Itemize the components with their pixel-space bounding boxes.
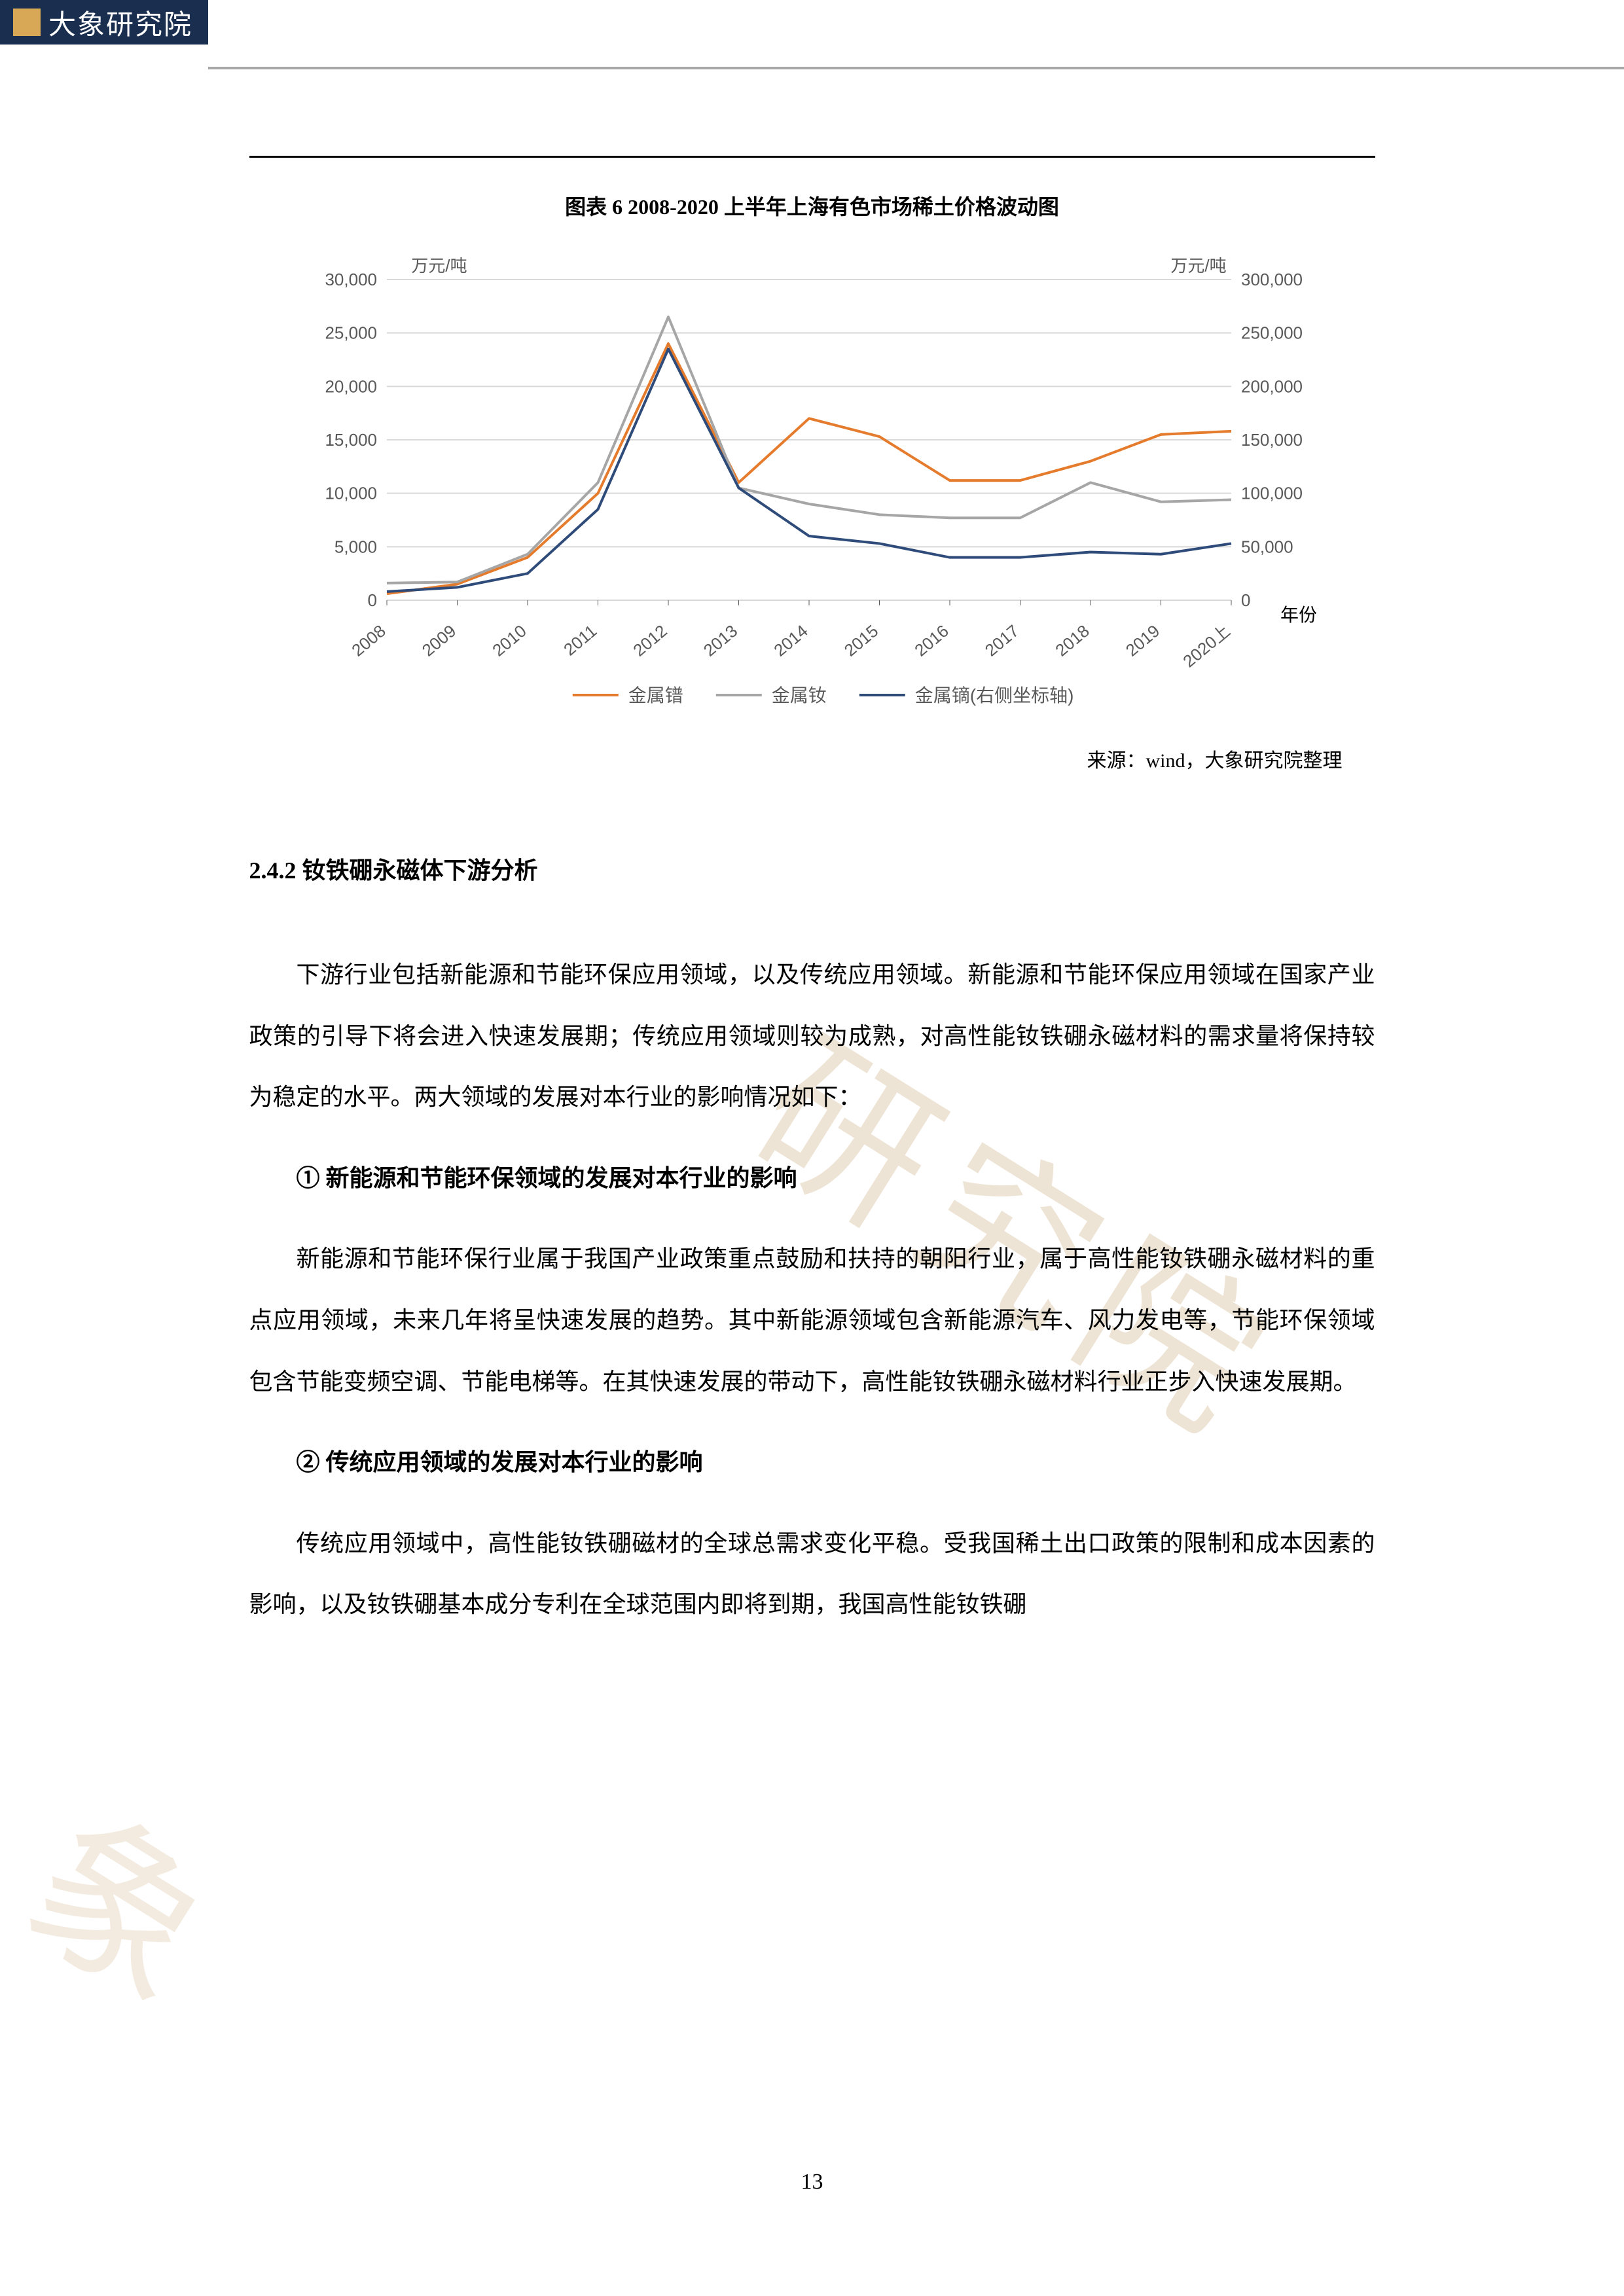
brand-name: 大象研究院 — [48, 3, 192, 43]
svg-text:金属镝(右侧坐标轴): 金属镝(右侧坐标轴) — [914, 685, 1074, 706]
svg-text:2018: 2018 — [1051, 621, 1093, 660]
section-heading: 2.4.2 钕铁硼永磁体下游分析 — [249, 852, 1375, 886]
svg-text:2016: 2016 — [911, 621, 952, 660]
svg-text:0: 0 — [1241, 590, 1250, 610]
svg-text:2012: 2012 — [629, 621, 671, 660]
page-body: 图表 6 2008-2020 上半年上海有色市场稀土价格波动图 0 0 5,000 5… — [249, 156, 1375, 1636]
paragraph: 传统应用领域中，高性能钕铁硼磁材的全球总需求变化平稳。受我国稀土出口政策的限制和… — [249, 1513, 1375, 1636]
svg-text:300,000: 300,000 — [1241, 270, 1303, 289]
top-rule — [249, 156, 1375, 158]
page-number: 13 — [0, 2170, 1624, 2195]
svg-text:30,000: 30,000 — [325, 270, 377, 289]
svg-text:5,000: 5,000 — [334, 537, 376, 556]
chart-source: 来源：wind，大象研究院整理 — [249, 744, 1375, 773]
brand-block: 大象研究院 — [0, 0, 208, 45]
paragraph: 新能源和节能环保行业属于我国产业政策重点鼓励和扶持的朝阳行业，属于高性能钕铁硼永… — [249, 1229, 1375, 1412]
svg-text:2020上: 2020上 — [1179, 621, 1234, 672]
svg-text:万元/吨: 万元/吨 — [411, 256, 467, 276]
svg-text:2014: 2014 — [770, 621, 812, 660]
chart-svg: 0 0 5,000 50,000 10,000 100,000 15,000 150,000 2… — [289, 247, 1336, 725]
svg-text:2015: 2015 — [840, 621, 882, 660]
sub-heading-2: ② 传统应用领域的发展对本行业的影响 — [249, 1432, 1375, 1494]
svg-text:0: 0 — [367, 590, 376, 610]
watermark-text-2: 象 — [0, 1748, 280, 2057]
elephant-logo-icon — [13, 9, 41, 36]
svg-text:2019: 2019 — [1121, 621, 1163, 660]
svg-text:2009: 2009 — [418, 621, 460, 660]
svg-text:2013: 2013 — [699, 621, 741, 660]
page-header: 大象研究院 — [0, 0, 1624, 45]
svg-text:金属钕: 金属钕 — [771, 685, 826, 706]
svg-text:100,000: 100,000 — [1241, 484, 1303, 503]
header-divider — [208, 25, 1624, 69]
svg-text:2011: 2011 — [560, 621, 600, 660]
svg-text:万元/吨: 万元/吨 — [1170, 256, 1226, 276]
chart-title: 图表 6 2008-2020 上半年上海有色市场稀土价格波动图 — [249, 190, 1375, 221]
line-chart: 0 0 5,000 50,000 10,000 100,000 15,000 150,000 2… — [249, 247, 1375, 725]
svg-text:10,000: 10,000 — [325, 484, 377, 503]
sub-heading-1: ① 新能源和节能环保领域的发展对本行业的影响 — [249, 1148, 1375, 1210]
svg-text:150,000: 150,000 — [1241, 430, 1303, 450]
svg-text:200,000: 200,000 — [1241, 376, 1303, 396]
paragraph: 下游行业包括新能源和节能环保应用领域，以及传统应用领域。新能源和节能环保应用领域… — [249, 944, 1375, 1128]
svg-text:50,000: 50,000 — [1241, 537, 1293, 556]
svg-text:2010: 2010 — [488, 621, 530, 660]
svg-text:15,000: 15,000 — [325, 430, 377, 450]
svg-text:20,000: 20,000 — [325, 376, 377, 396]
svg-text:250,000: 250,000 — [1241, 323, 1303, 343]
svg-text:2017: 2017 — [981, 621, 1022, 660]
svg-text:2008: 2008 — [348, 621, 389, 660]
svg-text:金属镨: 金属镨 — [628, 685, 683, 706]
svg-text:年份: 年份 — [1280, 605, 1317, 625]
svg-text:25,000: 25,000 — [325, 323, 377, 343]
